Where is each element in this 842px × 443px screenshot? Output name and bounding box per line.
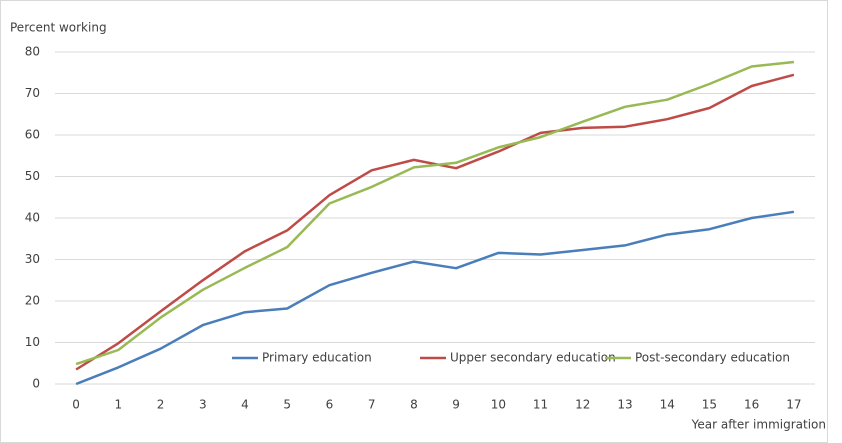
y-tick-label: 70	[25, 86, 40, 100]
y-tick-label: 30	[25, 252, 40, 266]
y-tick-label: 60	[25, 128, 40, 142]
x-tick-label: 13	[617, 398, 632, 412]
x-tick-label: 5	[283, 398, 291, 412]
x-tick-label: 10	[491, 398, 506, 412]
x-tick-label: 14	[660, 398, 675, 412]
y-tick-label: 80	[25, 45, 40, 59]
x-tick-label: 8	[410, 398, 418, 412]
legend-label: Post-secondary education	[635, 351, 790, 365]
legend-label: Upper secondary education	[450, 351, 616, 365]
y-tick-label: 50	[25, 169, 40, 183]
x-tick-label: 15	[702, 398, 717, 412]
x-tick-label: 4	[241, 398, 249, 412]
legend-label: Primary education	[262, 351, 372, 365]
y-axis-title: Percent working	[10, 21, 107, 35]
line-series	[75, 60, 795, 366]
y-tick-label: 20	[25, 294, 40, 308]
x-tick-label: 7	[368, 398, 376, 412]
x-tick-label: 17	[786, 398, 801, 412]
line-series	[75, 210, 795, 386]
x-tick-label: 16	[744, 398, 759, 412]
x-tick-label: 12	[575, 398, 590, 412]
x-tick-label: 2	[157, 398, 165, 412]
x-tick-label: 6	[326, 398, 334, 412]
x-tick-label: 0	[72, 398, 80, 412]
x-tick-label: 1	[115, 398, 123, 412]
x-tick-label: 3	[199, 398, 207, 412]
x-tick-label: 11	[533, 398, 548, 412]
x-axis-title: Year after immigration	[691, 418, 826, 432]
x-tick-label: 9	[452, 398, 460, 412]
y-tick-label: 10	[25, 335, 40, 349]
y-tick-label: 0	[32, 377, 40, 391]
y-tick-label: 40	[25, 211, 40, 225]
